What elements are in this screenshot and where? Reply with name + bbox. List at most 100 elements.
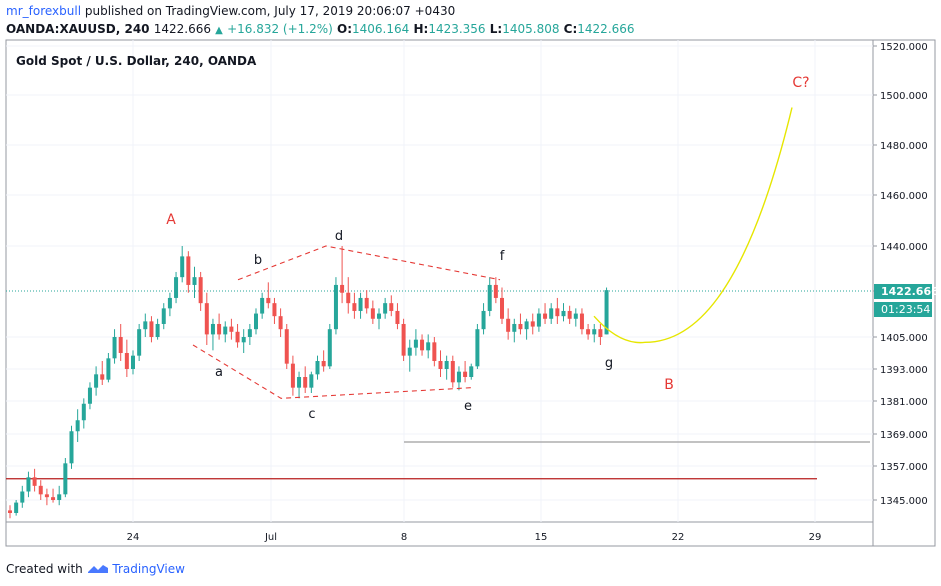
candle-body: [543, 313, 548, 319]
candle-body: [549, 308, 554, 319]
candle-body: [167, 297, 172, 309]
price-change: +16.832 (+1.2%): [227, 22, 333, 36]
y-tick-label: 1357.000: [880, 462, 928, 473]
candle-body: [69, 431, 74, 464]
low-label: L:: [489, 22, 503, 36]
candle-body: [241, 337, 246, 343]
y-tick-label: 1381.000: [880, 397, 928, 408]
candle-body: [555, 308, 560, 317]
candle-body: [198, 277, 203, 304]
x-tick-label: 29: [809, 532, 822, 543]
candle-body: [20, 491, 25, 503]
candle-body: [186, 256, 191, 285]
candle-body: [340, 284, 345, 293]
created-with-text: Created with: [6, 562, 83, 576]
candle-body: [518, 323, 523, 330]
wave-label-a: a: [215, 365, 223, 380]
candle-body: [38, 485, 43, 495]
candle-body: [426, 342, 431, 351]
candle-body: [456, 371, 461, 383]
y-tick-label: 1500.000: [880, 91, 928, 102]
candle-body: [469, 366, 474, 377]
candle-body: [530, 321, 535, 327]
up-arrow-icon: ▲: [215, 25, 223, 36]
candle-body: [475, 329, 480, 367]
candle-body: [284, 329, 289, 364]
candle-body: [94, 374, 99, 388]
candle-body: [536, 313, 541, 327]
y-tick-label: 1480.000: [880, 141, 928, 152]
low-value: 1405.808: [502, 22, 560, 36]
candle-body: [100, 374, 105, 380]
projection-path: [593, 107, 793, 344]
candle-body: [260, 297, 265, 314]
candle-body: [420, 339, 425, 351]
high-label: H:: [413, 22, 429, 36]
tradingview-brand[interactable]: TradingView: [112, 562, 185, 576]
candle-body: [75, 420, 80, 432]
candle-body: [57, 494, 62, 500]
countdown-tag: 01:23:54: [874, 302, 932, 317]
candle-body: [124, 353, 129, 369]
candle-body: [192, 277, 197, 285]
candle-body: [174, 277, 179, 298]
candle-body: [481, 310, 486, 330]
candle-body: [524, 321, 529, 330]
wave-label-a: A: [166, 212, 176, 228]
symbol-name: OANDA:XAUUSD, 240: [6, 22, 150, 36]
publish-info: mr_forexbull published on TradingView.co…: [6, 4, 455, 18]
candle-body: [180, 256, 185, 278]
candle-body: [81, 403, 86, 421]
candle-body: [407, 347, 412, 356]
grid: [6, 40, 873, 522]
candle-body: [137, 329, 142, 356]
candle-body: [579, 313, 584, 330]
candle-body: [573, 313, 578, 319]
candles: [8, 246, 609, 519]
symbol-info: OANDA:XAUUSD, 240 1422.666 ▲ +16.832 (+1…: [6, 22, 635, 36]
candle-body: [112, 337, 117, 359]
wave-label-b: b: [254, 253, 262, 268]
candle-body: [487, 284, 492, 311]
candle-body: [438, 361, 443, 369]
triangle-lower-line: [192, 344, 473, 399]
price-tag: 1422.666: [874, 284, 939, 299]
candle-body: [51, 497, 56, 500]
chart-pane[interactable]: [5, 39, 874, 547]
candle-body: [567, 310, 572, 319]
candle-body: [217, 323, 222, 335]
candle-body: [364, 297, 369, 309]
candle-body: [604, 290, 609, 335]
candle-body: [327, 329, 332, 367]
author-link[interactable]: mr_forexbull: [6, 4, 82, 18]
y-tick-label: 1440.000: [880, 242, 928, 253]
candle-body: [321, 361, 326, 367]
chart-title: Gold Spot / U.S. Dollar, 240, OANDA: [16, 54, 257, 68]
candle-body: [309, 374, 314, 388]
triangle-pattern: [192, 245, 501, 399]
candle-body: [598, 329, 603, 337]
candle-body: [493, 284, 498, 298]
price-tag-text: 1422.666: [881, 285, 939, 298]
candle-body: [26, 477, 31, 492]
candle-body: [44, 494, 49, 498]
candle-body: [352, 303, 357, 311]
close-label: C:: [563, 22, 578, 36]
x-tick-label: 22: [672, 532, 685, 543]
candle-body: [155, 323, 160, 337]
candle-body: [204, 303, 209, 335]
y-tick-label: 1520.000: [880, 42, 928, 53]
candle-body: [463, 371, 468, 377]
candle-body: [512, 323, 517, 332]
candle-body: [8, 510, 12, 513]
candle-body: [377, 313, 381, 319]
candle-body: [32, 477, 37, 486]
tradingview-logo-icon: [87, 562, 113, 576]
candle-body: [413, 339, 418, 348]
candle-body: [266, 297, 271, 304]
candle-body: [290, 363, 295, 388]
candle-body: [118, 337, 123, 353]
wave-label-e: e: [464, 399, 472, 414]
candle-body: [370, 308, 375, 319]
